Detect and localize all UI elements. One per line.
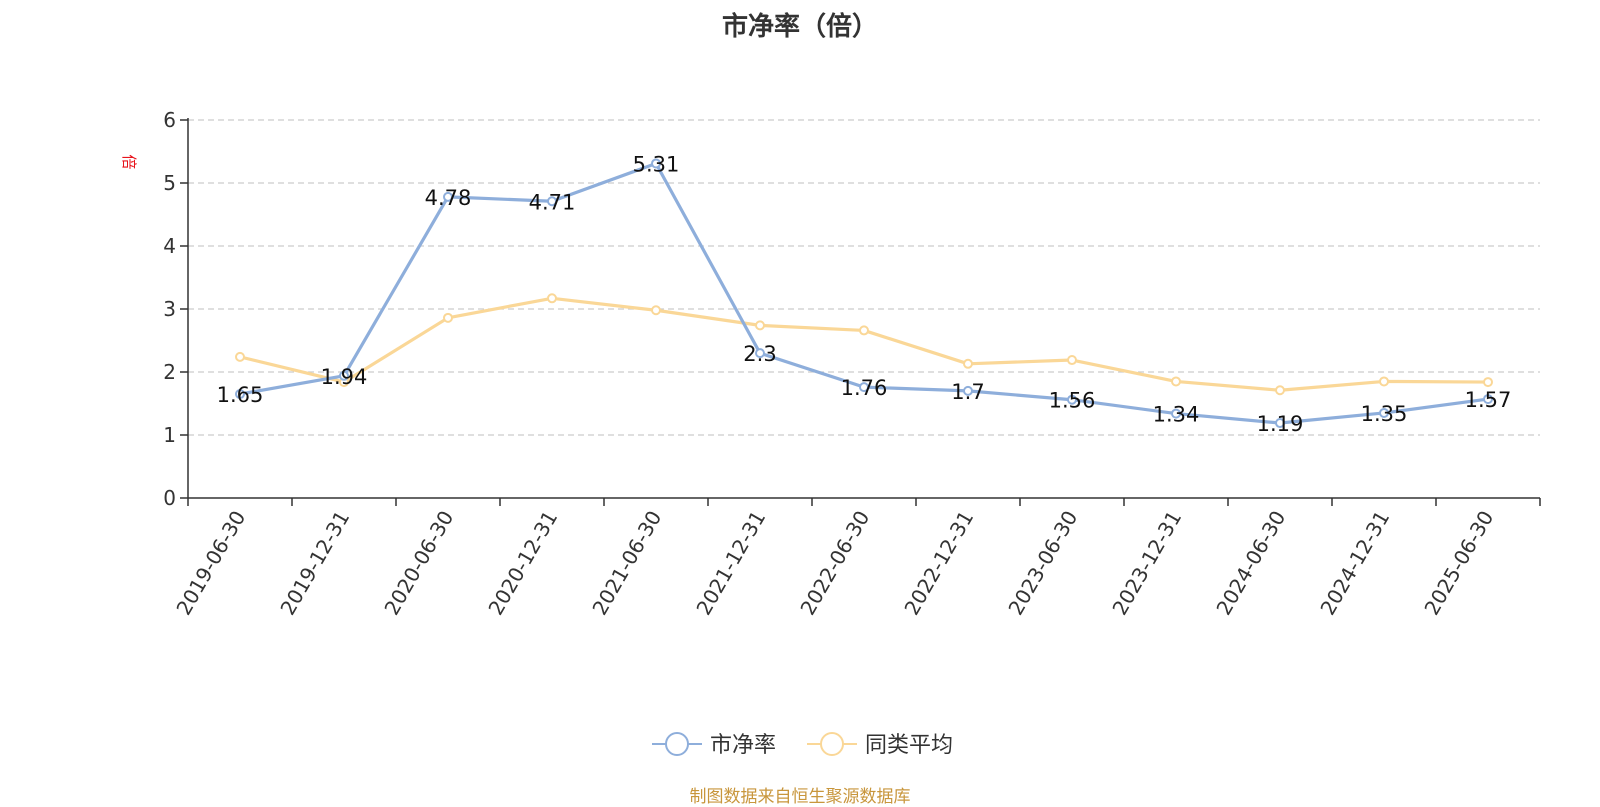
y-tick-label-4: 4 — [163, 234, 176, 258]
data-label-3: 4.71 — [529, 190, 576, 214]
point-0-2 — [443, 191, 453, 202]
x-tick-label-2022-06-30: 2022-06-30 — [795, 507, 874, 620]
y-tick-label-3: 3 — [163, 297, 176, 321]
point-1-6 — [859, 325, 869, 336]
legend-item-1[interactable]: 同类平均 — [807, 732, 953, 758]
series-group — [235, 158, 1493, 429]
x-tick-label-2021-06-30: 2021-06-30 — [587, 507, 666, 620]
legend-marker-1 — [820, 732, 844, 756]
x-tick-label-2024-06-30: 2024-06-30 — [1211, 507, 1290, 620]
y-tick-label-0: 0 — [163, 486, 176, 510]
point-0-1 — [339, 370, 349, 381]
point-0-10 — [1275, 418, 1285, 429]
y-axis-label: 倍 — [120, 154, 138, 169]
point-0-6 — [859, 382, 869, 393]
data-label-8: 1.56 — [1049, 389, 1096, 413]
point-1-7 — [963, 358, 973, 369]
data-label-5: 2.3 — [743, 342, 776, 366]
point-0-9 — [1171, 408, 1181, 419]
point-0-7 — [963, 385, 973, 396]
x-tick-label-2023-06-30: 2023-06-30 — [1003, 507, 1082, 620]
point-1-9 — [1171, 376, 1181, 387]
y-tick-label-2: 2 — [163, 360, 176, 384]
point-0-3 — [547, 196, 557, 207]
point-0-0 — [235, 389, 245, 400]
data-label-11: 1.35 — [1361, 402, 1408, 426]
grid-lines — [188, 119, 1540, 436]
data-label-0: 1.65 — [217, 383, 264, 407]
point-1-3 — [547, 293, 557, 304]
point-0-11 — [1379, 407, 1389, 418]
data-label-9: 1.34 — [1153, 403, 1200, 427]
data-label-12: 1.57 — [1465, 388, 1512, 412]
point-1-11 — [1379, 376, 1389, 387]
point-1-12 — [1483, 377, 1493, 388]
point-1-2 — [443, 312, 453, 323]
point-0-4 — [651, 158, 661, 169]
x-tick-label-2024-12-31: 2024-12-31 — [1315, 507, 1394, 620]
data-label-4: 5.31 — [633, 152, 680, 176]
y-tick-label-1: 1 — [163, 423, 176, 447]
legend-label-1: 同类平均 — [865, 733, 953, 758]
source-note: 制图数据来自恒生聚源数据库 — [689, 787, 911, 807]
legend-item-0[interactable]: 市净率 — [652, 732, 776, 758]
point-1-4 — [651, 305, 661, 316]
data-label-6: 1.76 — [841, 376, 888, 400]
x-tick-label-2022-12-31: 2022-12-31 — [899, 507, 978, 620]
y-tick-label-6: 6 — [163, 108, 176, 132]
point-0-8 — [1067, 394, 1077, 405]
x-tick-label-2023-12-31: 2023-12-31 — [1107, 507, 1186, 620]
x-tick-label-2025-06-30: 2025-06-30 — [1419, 507, 1498, 620]
point-1-8 — [1067, 355, 1077, 366]
data-label-10: 1.19 — [1257, 412, 1304, 436]
x-axis-ticks: 2019-06-30 2019-12-31 2020-06-30 2020-12-31… — [171, 498, 1541, 620]
data-label-1: 1.94 — [321, 365, 368, 389]
point-1-5 — [755, 320, 765, 331]
data-label-2: 4.78 — [425, 186, 472, 210]
x-tick-label-2020-06-30: 2020-06-30 — [379, 507, 458, 620]
data-label-7: 1.7 — [951, 380, 984, 404]
axes — [187, 118, 1540, 499]
point-1-0 — [235, 351, 245, 362]
point-0-5 — [755, 348, 765, 359]
chart-title: 市净率（倍） — [721, 12, 878, 42]
x-tick-label-2020-12-31: 2020-12-31 — [483, 507, 562, 620]
legend[interactable]: 市净率 同类平均 — [652, 732, 953, 758]
legend-label-0: 市净率 — [710, 733, 776, 758]
point-0-12 — [1483, 394, 1493, 405]
y-axis-ticks: 0 1 2 3 4 5 6 — [163, 108, 188, 510]
legend-marker-0 — [665, 732, 689, 756]
point-1-10 — [1275, 385, 1285, 396]
x-tick-label-2019-12-31: 2019-12-31 — [275, 507, 354, 620]
x-tick-label-2019-06-30: 2019-06-30 — [171, 507, 250, 620]
data-labels: 1.65 1.94 4.78 4.71 5.31 2.3 1.76 1.7 1.56 1.34 1.… — [217, 152, 1512, 436]
y-tick-label-5: 5 — [163, 171, 176, 195]
x-tick-label-2021-12-31: 2021-12-31 — [691, 507, 770, 620]
